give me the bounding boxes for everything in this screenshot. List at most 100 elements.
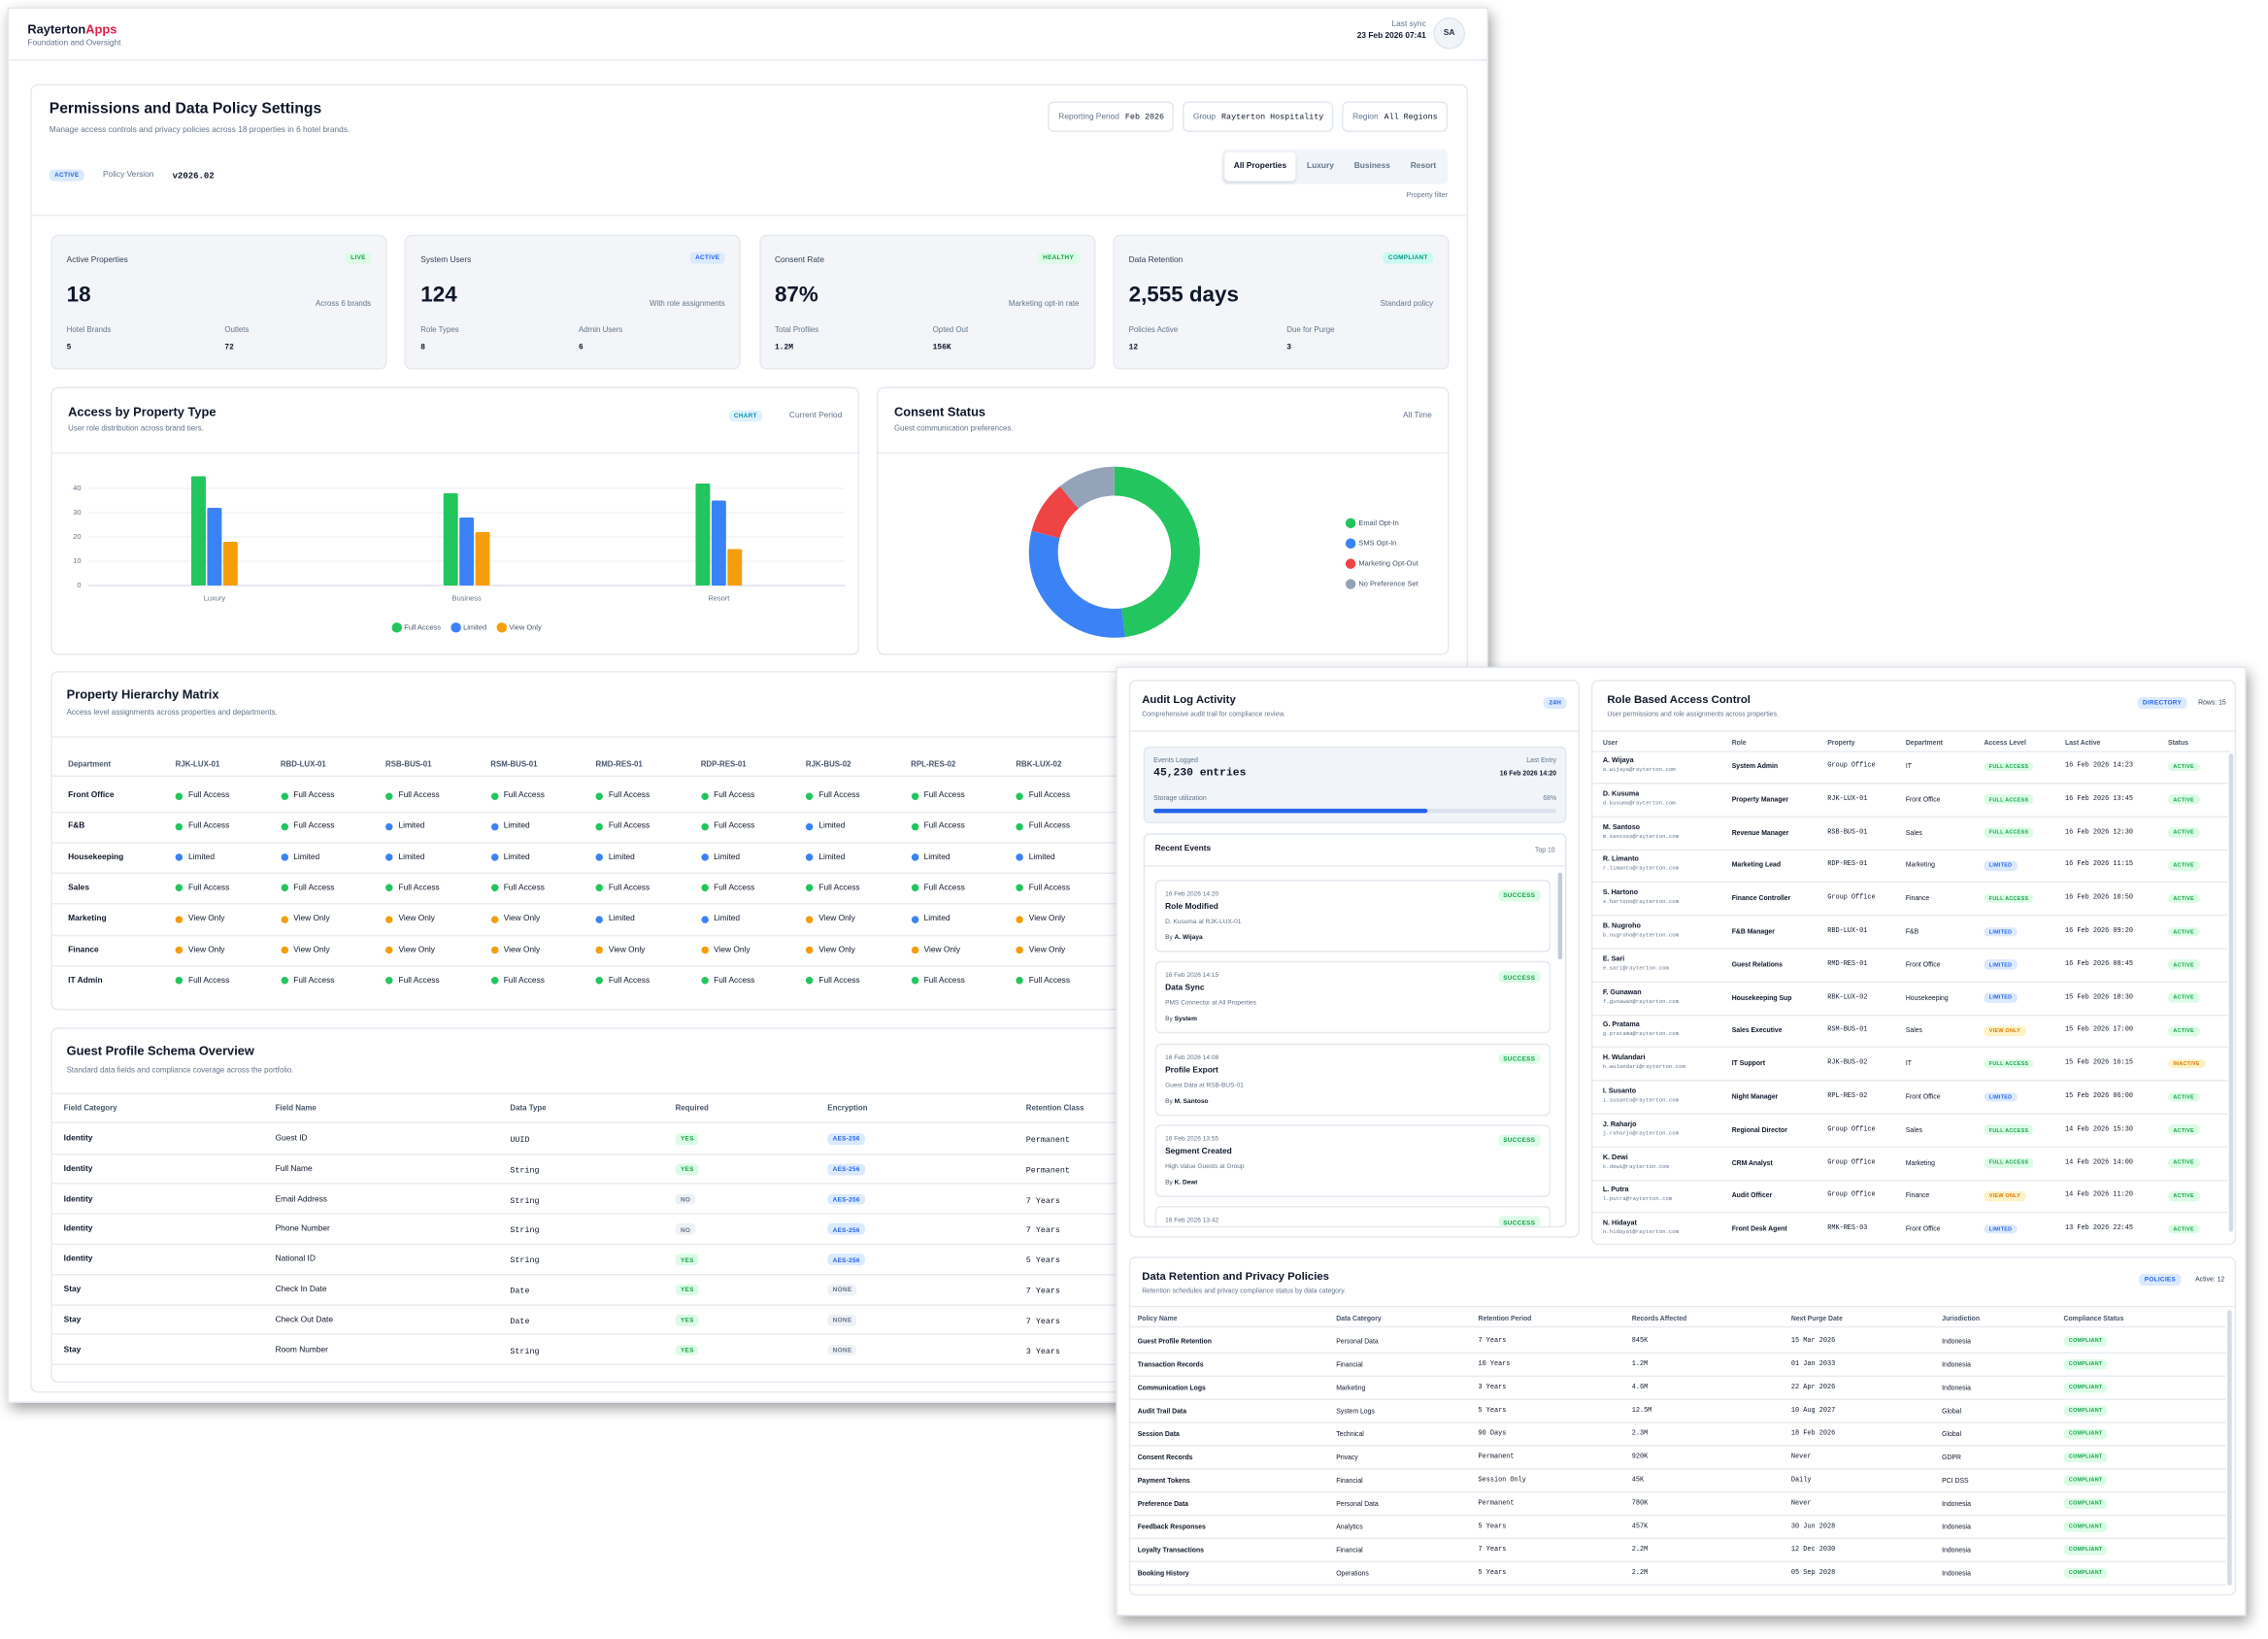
access-level: Limited — [1028, 853, 1055, 862]
divider — [1592, 730, 2235, 732]
divider — [51, 872, 1450, 875]
bar — [475, 532, 490, 586]
bar — [711, 500, 726, 586]
divider — [51, 1303, 1450, 1306]
access-level: View Only — [188, 915, 225, 924]
page-subtitle: Manage access controls and privacy polic… — [49, 125, 350, 135]
column-header: Role — [1731, 739, 1747, 747]
event-time: 16 Feb 2026 14:15 — [1165, 971, 1219, 979]
column-header: Last Active — [2065, 739, 2101, 747]
retention-cell: 10 Years — [1478, 1360, 1511, 1369]
kpi-item-label: Outlets — [224, 325, 250, 335]
kpi-note: Marketing opt-in rate — [1008, 299, 1080, 309]
avatar[interactable]: SA — [1433, 17, 1466, 50]
access-dot — [700, 853, 709, 861]
badge: FULL ACCESS — [1984, 827, 2034, 838]
kpi-card: System Users ACTIVE 124 With role assignmen… — [404, 234, 742, 370]
access-cell: View Only — [385, 915, 435, 923]
schema-cell: Check Out Date — [275, 1316, 334, 1324]
tab[interactable]: All Properties — [1224, 151, 1296, 182]
event-card: 16 Feb 2026 14:08 SUCCESS Profile Export Gu… — [1154, 1043, 1551, 1116]
event-title: Role Modified — [1165, 902, 1218, 912]
user-name: B. Nugroho — [1602, 922, 1641, 931]
tab[interactable]: Resort — [1410, 162, 1437, 172]
access-cell: Full Access — [490, 884, 545, 892]
retention-cell: 2.3M — [1631, 1430, 1649, 1438]
kpi-item-value: 72 — [224, 343, 234, 352]
retention-cell: Session Only — [1478, 1477, 1526, 1485]
tab[interactable]: Luxury — [1306, 162, 1334, 172]
legend-label: Email Opt-In — [1358, 518, 1398, 527]
badge: YES — [675, 1163, 700, 1175]
kpi-item-value: 5 — [66, 343, 72, 352]
access-dot — [595, 822, 603, 830]
actor-name: System — [1174, 1015, 1197, 1022]
actor-prefix: By — [1165, 1096, 1173, 1104]
retention-cell: Global — [1942, 1430, 1961, 1438]
retention-cell: 5 Years — [1478, 1407, 1507, 1415]
column-header: Retention Period — [1478, 1314, 1532, 1322]
badge: ACTIVE — [2168, 827, 2200, 838]
access-dot — [385, 946, 393, 954]
access-level: View Only — [923, 945, 961, 954]
section-subtitle: Standard data fields and compliance cove… — [66, 1066, 294, 1076]
actor-name: K. Dewi — [1174, 1178, 1198, 1186]
access-cell: Full Access — [700, 791, 754, 800]
retention-cell: Global — [1942, 1407, 1961, 1415]
badge: ACTIVE — [49, 169, 84, 182]
schema-cell: Phone Number — [275, 1224, 330, 1234]
recent-events: Recent Events Top 10 16 Feb 2026 14:20 SUCC… — [1143, 833, 1567, 1228]
access-dot — [490, 977, 498, 985]
column-header: Department — [68, 760, 112, 770]
access-dot — [805, 822, 814, 830]
access-dot — [1016, 822, 1023, 830]
user-name: E. Sari — [1602, 955, 1625, 964]
badge: ACTIVE — [2168, 1124, 2200, 1135]
legend-swatch — [496, 622, 508, 633]
rbac-cell: Marketing Lead — [1731, 861, 1782, 869]
kpi-value: 2,555 days — [1128, 283, 1239, 308]
rbac-cell: IT — [1905, 1059, 1912, 1067]
access-dot — [490, 946, 498, 954]
badge: COMPLIANT — [2063, 1498, 2108, 1509]
badge: FULL ACCESS — [1984, 1124, 2034, 1135]
kpi-item-label: Admin Users — [579, 325, 623, 335]
rbac-cell: RBD-LUX-01 — [1827, 927, 1868, 935]
retention-cell: 18 Feb 2026 — [1790, 1430, 1836, 1438]
retention-cell: 10 Aug 2027 — [1790, 1407, 1836, 1415]
bar — [191, 476, 206, 586]
badge: FULL ACCESS — [1984, 794, 2034, 805]
rbac-cell: Group Office — [1827, 1158, 1876, 1166]
section-badge: POLICIES — [2139, 1274, 2182, 1286]
y-tick-label: 10 — [73, 556, 81, 565]
access-dot — [805, 946, 814, 954]
section-title: Data Retention and Privacy Policies — [1142, 1269, 1329, 1283]
filter-pill[interactable]: Reporting Period Feb 2026 — [1048, 101, 1175, 132]
access-level: Limited — [714, 853, 741, 862]
access-cell: Limited — [1016, 853, 1055, 862]
recent-title: Recent Events — [1154, 845, 1212, 854]
legend-label: Full Access — [404, 622, 441, 631]
filter-pill[interactable]: Group Rayterton Hospitality — [1183, 101, 1334, 132]
tab[interactable]: Business — [1353, 162, 1390, 172]
retention-cell: Never — [1790, 1499, 1812, 1508]
schema-cell: Room Number — [275, 1346, 328, 1355]
rbac-cell: Group Office — [1827, 1125, 1876, 1133]
column-header: Department — [1905, 739, 1943, 747]
access-cell: Full Access — [805, 977, 860, 986]
legend-swatch — [1345, 579, 1356, 589]
access-cell: Full Access — [595, 822, 650, 831]
access-level: Full Access — [293, 790, 335, 800]
retention-cell: 45K — [1631, 1477, 1645, 1485]
retention-cell: Technical — [1336, 1430, 1364, 1438]
filter-pill[interactable]: Region All Regions — [1342, 101, 1449, 132]
divider — [1130, 1468, 2226, 1470]
access-dot — [280, 915, 288, 923]
y-tick-label: 30 — [73, 508, 81, 517]
actor-prefix: By — [1165, 933, 1173, 941]
event-title: Data Sync — [1165, 984, 1205, 993]
access-dot — [700, 822, 709, 830]
access-cell: Full Access — [175, 822, 229, 831]
access-level: Full Access — [1028, 821, 1071, 831]
schema-cell: Identity — [63, 1224, 93, 1234]
